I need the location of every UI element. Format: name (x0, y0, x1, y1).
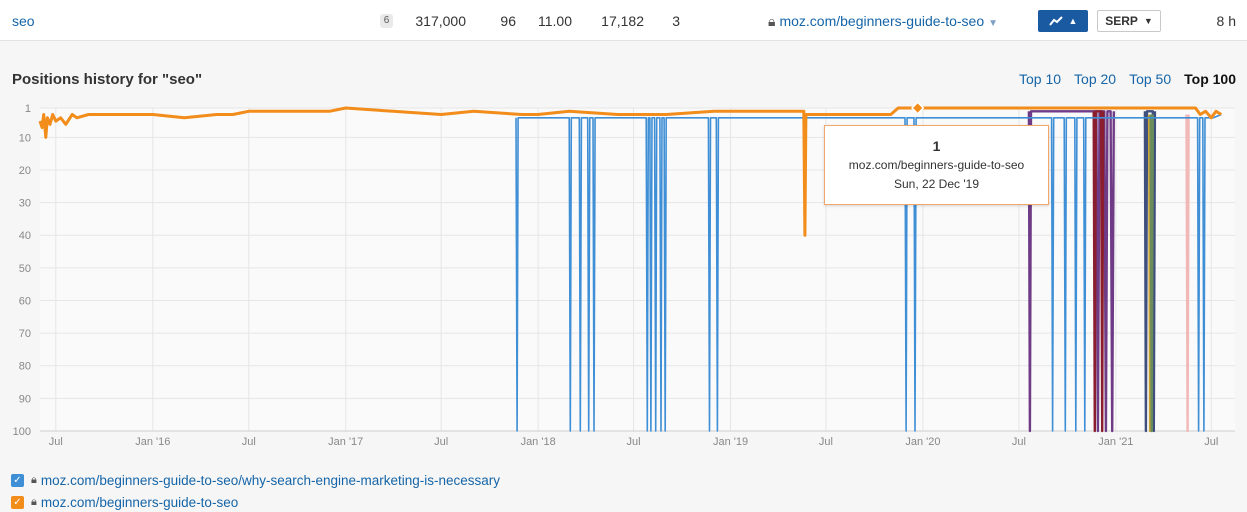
y-tick-label: 30 (19, 198, 31, 210)
ranking-url[interactable]: 🔒︎ moz.com/beginners-guide-to-seo ▼ (768, 13, 998, 30)
position-value: 3 (672, 13, 680, 29)
lock-icon: 🔒︎ (31, 474, 37, 486)
legend-url[interactable]: moz.com/beginners-guide-to-seo (40, 495, 239, 510)
x-tick-label: Jul (627, 436, 641, 448)
y-tick-label: 10 (19, 132, 31, 144)
tab-top-50[interactable]: Top 50 (1129, 71, 1172, 87)
tooltip-url: moz.com/beginners-guide-to-seo (848, 158, 1025, 172)
legend-item-2[interactable]: ✓ 🔒︎ moz.com/beginners-guide-to-seo (11, 495, 238, 510)
lock-icon: 🔒︎ (31, 496, 37, 508)
cpc-value: 11.00 (538, 13, 572, 29)
y-tick-label: 60 (19, 295, 31, 307)
series-line (38, 106, 1223, 237)
highlight-marker (910, 101, 925, 115)
updated-value: 8 h (1216, 13, 1236, 29)
x-tick-label: Jul (434, 436, 448, 448)
lock-icon: 🔒︎ (768, 13, 776, 29)
serp-dropdown-button[interactable]: SERP ▼ (1097, 10, 1161, 32)
ranking-url-text[interactable]: moz.com/beginners-guide-to-seo (779, 13, 985, 29)
x-tick-label: Jul (242, 436, 256, 448)
y-tick-label: 50 (19, 263, 31, 275)
y-tick-label: 80 (19, 361, 31, 373)
series-line (1143, 110, 1157, 433)
y-tick-label: 70 (19, 328, 31, 340)
caret-down-icon[interactable]: ▼ (988, 18, 999, 29)
x-tick-label: Jan '17 (328, 436, 363, 448)
series-line (1185, 114, 1190, 433)
serp-button-label: SERP (1105, 14, 1138, 28)
legend-checkbox[interactable]: ✓ (11, 496, 24, 509)
keyword-row: seo 6 317,000 96 11.00 17,182 3 🔒︎ moz.co… (0, 0, 1247, 41)
y-tick-label: 100 (13, 426, 31, 438)
x-tick-label: Jan '16 (135, 436, 170, 448)
traffic-value: 17,182 (601, 13, 644, 29)
legend-checkbox[interactable]: ✓ (11, 474, 24, 487)
volume-value: 317,000 (415, 13, 466, 29)
tab-top-100[interactable]: Top 100 (1184, 71, 1236, 87)
caret-up-icon: ▲ (1068, 16, 1078, 26)
series-line (515, 113, 1222, 432)
x-tick-label: Jan '21 (1098, 436, 1133, 448)
y-tick-label: 90 (19, 393, 31, 405)
trend-line-icon (1048, 16, 1063, 26)
x-tick-label: Jul (1012, 436, 1026, 448)
x-tick-label: Jul (49, 436, 63, 448)
y-tick-label: 20 (19, 165, 31, 177)
positions-history-chart[interactable]: 1 10 20 30 40 50 60 70 80 90 100 Jul Jan '16 Jul Jan '… (0, 98, 1247, 448)
top-filter-tabs: Top 10 Top 20 Top 50 Top 100 (1019, 71, 1236, 87)
legend-url[interactable]: moz.com/beginners-guide-to-seo/why-searc… (40, 473, 501, 488)
y-tick-label: 1 (25, 103, 31, 115)
x-tick-label: Jan '18 (521, 436, 556, 448)
keyword-link[interactable]: seo (12, 13, 35, 29)
series-line (1092, 110, 1105, 433)
position-trend-button[interactable]: ▲ (1038, 10, 1088, 32)
chart-tooltip: 1 moz.com/beginners-guide-to-seo Sun, 22… (824, 125, 1049, 205)
x-tick-label: Jan '19 (713, 436, 748, 448)
caret-down-icon: ▼ (1143, 16, 1153, 26)
tooltip-position: 1 (932, 138, 941, 154)
x-tick-label: Jan '20 (905, 436, 940, 448)
kd-value: 96 (500, 13, 516, 29)
x-tick-label: Jul (1204, 436, 1218, 448)
tab-top-10[interactable]: Top 10 (1018, 71, 1062, 87)
y-tick-label: 40 (19, 230, 31, 242)
serp-features-badge[interactable]: 6 (380, 14, 393, 28)
series-line (1149, 114, 1155, 433)
plot-area (40, 108, 1235, 431)
legend-item-1[interactable]: ✓ 🔒︎ moz.com/beginners-guide-to-seo/why-… (11, 473, 500, 488)
tooltip-date: Sun, 22 Dec '19 (893, 177, 979, 191)
tab-top-20[interactable]: Top 20 (1074, 71, 1117, 87)
x-tick-label: Jul (819, 436, 833, 448)
section-title: Positions history for "seo" (12, 71, 203, 88)
